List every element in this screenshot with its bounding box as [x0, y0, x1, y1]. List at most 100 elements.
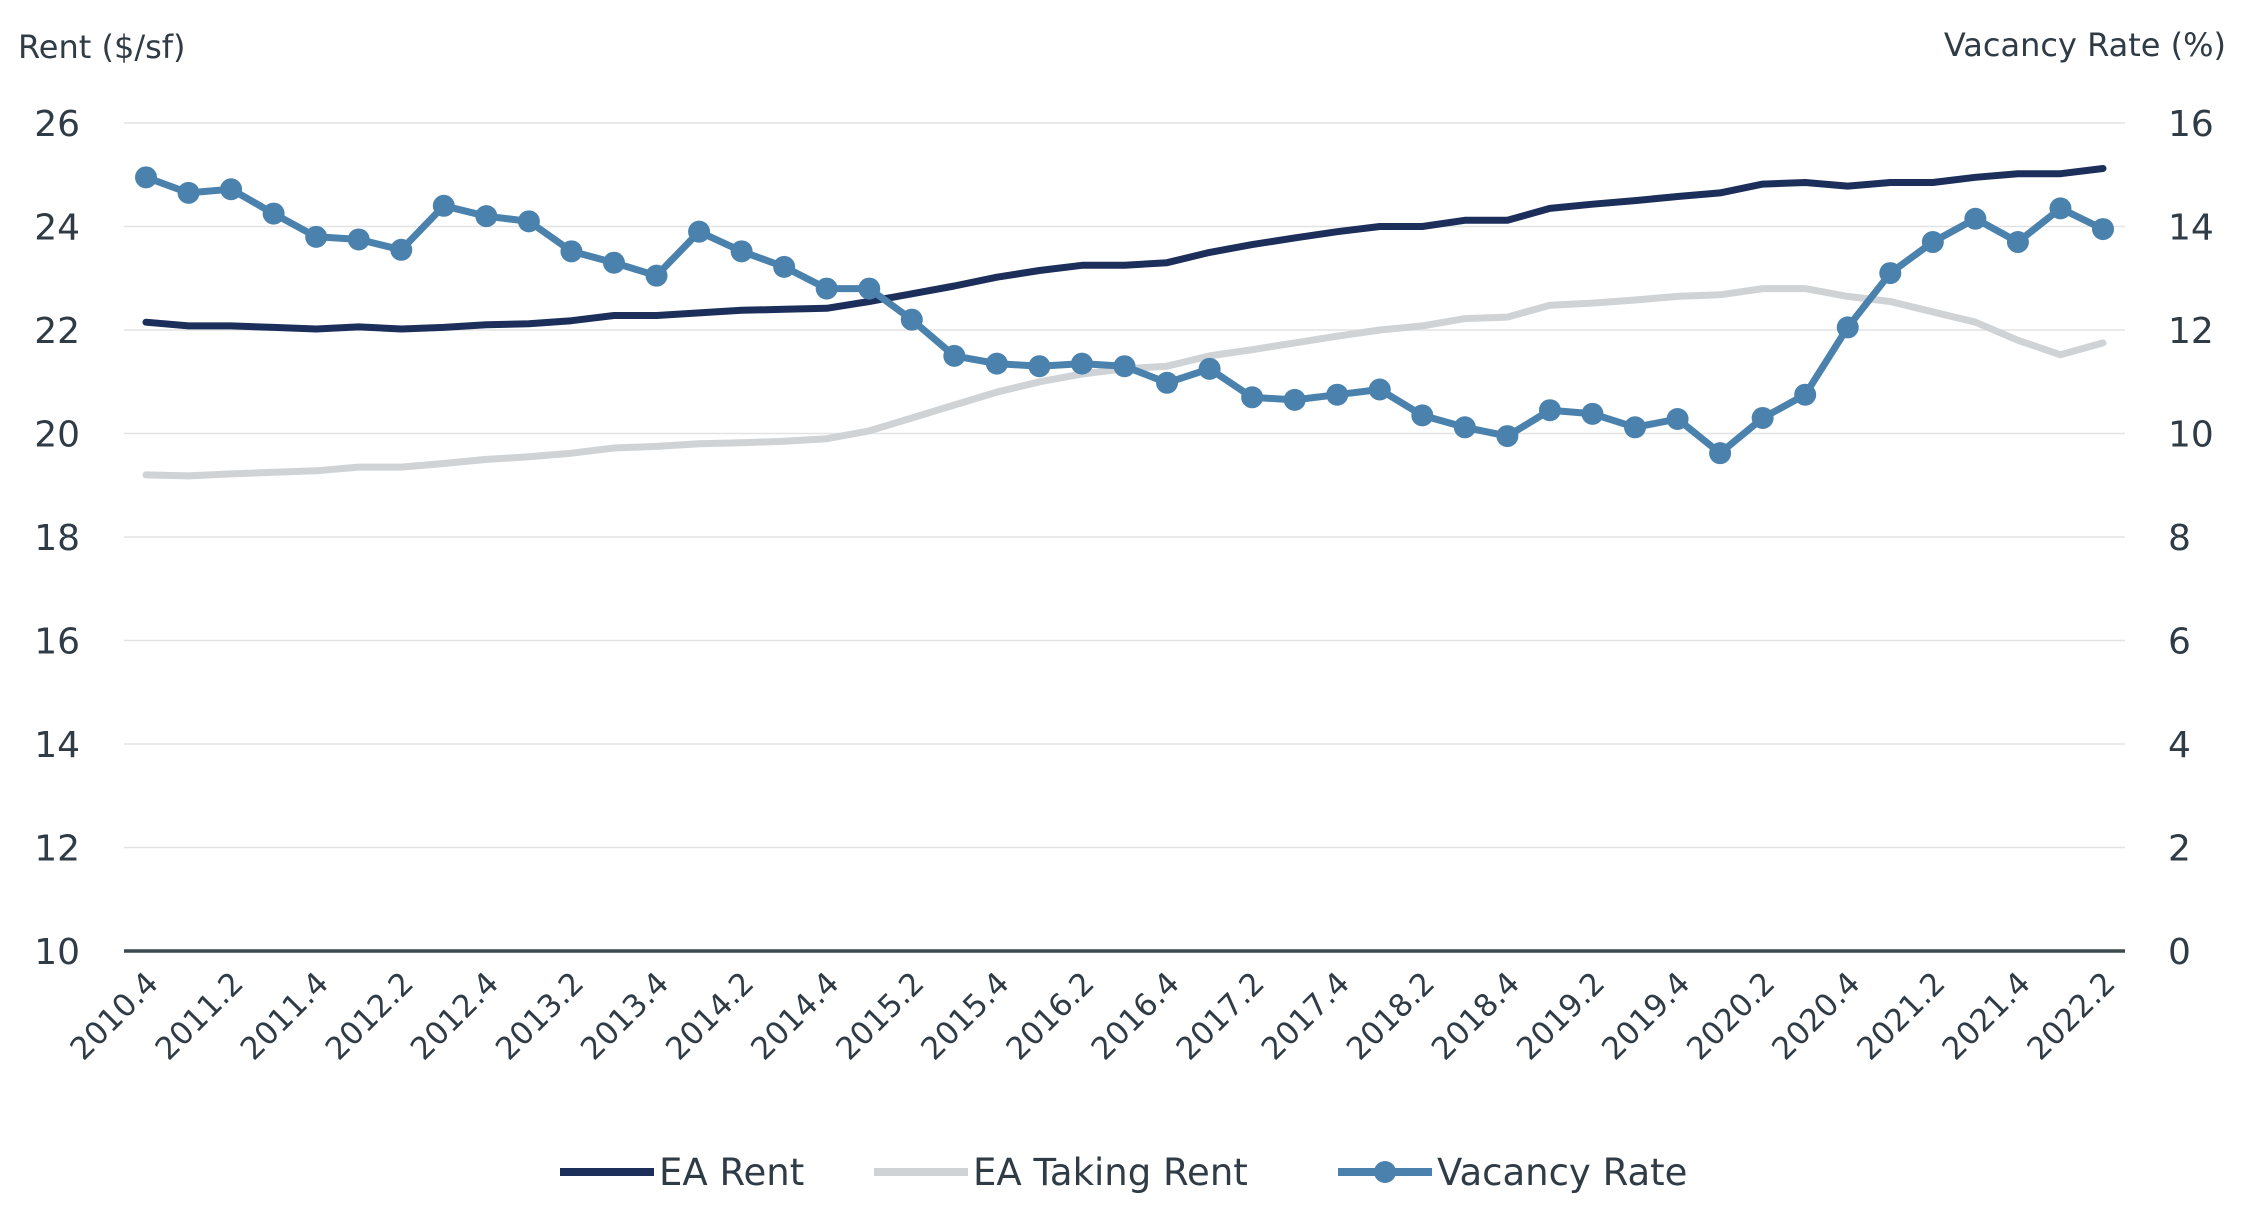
x-tick-label: 2021.4	[1935, 965, 2037, 1067]
data-point-vacancy-rate	[1326, 383, 1349, 406]
x-tick-label: 2015.2	[829, 965, 931, 1067]
legend: EA Rent EA Taking Rent Vacancy Rate	[560, 1151, 1687, 1194]
data-point-vacancy-rate	[645, 264, 668, 287]
data-point-vacancy-rate	[985, 352, 1008, 375]
data-point-vacancy-rate	[943, 344, 966, 367]
x-tick-label: 2016.4	[1085, 965, 1187, 1067]
data-point-vacancy-rate	[688, 220, 711, 243]
left-tick-label: 20	[34, 415, 80, 456]
x-tick-label: 2011.4	[234, 965, 336, 1067]
data-point-vacancy-rate	[262, 202, 285, 225]
data-point-vacancy-rate	[1964, 207, 1987, 230]
series-lines	[135, 165, 2114, 480]
gridlines	[124, 122, 2125, 849]
legend-label-ea-taking-rent: EA Taking Rent	[973, 1151, 1248, 1194]
x-tick-label: 2011.2	[149, 965, 251, 1067]
x-tick-label: 2022.2	[2020, 965, 2122, 1067]
left-tick-label: 14	[34, 725, 80, 766]
legend-label-vacancy-rate: Vacancy Rate	[1437, 1151, 1687, 1194]
right-tick-label: 2	[2168, 829, 2191, 870]
data-point-vacancy-rate	[305, 225, 328, 248]
data-point-vacancy-rate	[1198, 357, 1221, 380]
x-tick-label: 2018.2	[1340, 965, 1442, 1067]
x-tick-label: 2020.2	[1680, 965, 1782, 1067]
left-tick-label: 12	[34, 829, 80, 870]
data-point-vacancy-rate	[1453, 416, 1476, 439]
right-tick-label: 10	[2168, 415, 2214, 456]
legend-item-ea-taking-rent: EA Taking Rent	[874, 1151, 1248, 1194]
left-tick-label: 26	[34, 104, 80, 145]
data-point-vacancy-rate	[1241, 386, 1264, 409]
data-point-vacancy-rate	[1538, 399, 1561, 422]
data-point-vacancy-rate	[1496, 425, 1519, 448]
x-tick-label: 2021.2	[1850, 965, 1952, 1067]
right-axis-ticks: 0 2 4 6 8 10 12 14 16	[2168, 104, 2214, 973]
data-point-vacancy-rate	[1709, 442, 1732, 465]
data-point-vacancy-rate	[815, 277, 838, 300]
x-tick-label: 2014.4	[744, 965, 846, 1067]
left-tick-label: 10	[34, 932, 80, 973]
right-tick-label: 6	[2168, 622, 2191, 663]
data-point-vacancy-rate	[602, 251, 625, 274]
legend-label-ea-rent: EA Rent	[659, 1151, 804, 1194]
data-point-vacancy-rate	[135, 166, 157, 189]
data-point-vacancy-rate	[1921, 231, 1944, 254]
legend-marker-vacancy-rate	[1374, 1161, 1396, 1183]
x-axis-ticks: 2010.42011.22011.42012.22012.42013.22013…	[63, 965, 2122, 1067]
x-tick-label: 2017.2	[1170, 965, 1272, 1067]
right-tick-label: 14	[2168, 208, 2214, 249]
data-point-vacancy-rate	[1751, 406, 1774, 429]
data-point-vacancy-rate	[2006, 231, 2029, 254]
right-tick-label: 4	[2168, 725, 2191, 766]
right-tick-label: 0	[2168, 932, 2191, 973]
data-point-vacancy-rate	[1624, 416, 1647, 439]
legend-item-ea-rent: EA Rent	[560, 1151, 804, 1194]
left-tick-label: 18	[34, 518, 80, 559]
data-point-vacancy-rate	[1070, 352, 1093, 375]
data-point-vacancy-rate	[560, 240, 583, 263]
data-point-vacancy-rate	[220, 178, 243, 201]
data-point-vacancy-rate	[1368, 378, 1391, 401]
x-tick-label: 2018.4	[1425, 965, 1527, 1067]
data-point-vacancy-rate	[1411, 404, 1434, 427]
right-tick-label: 12	[2168, 311, 2214, 352]
data-point-vacancy-rate	[1794, 383, 1817, 406]
x-tick-label: 2010.4	[63, 965, 165, 1067]
left-tick-label: 24	[34, 208, 80, 249]
data-point-vacancy-rate	[1028, 355, 1051, 378]
left-tick-label: 22	[34, 311, 80, 352]
data-point-vacancy-rate	[858, 277, 881, 300]
data-point-vacancy-rate	[1666, 408, 1689, 431]
left-axis-ticks: 10 12 14 16 18 20 22 24 26	[34, 104, 80, 973]
left-axis-title: Rent ($/sf)	[18, 28, 186, 66]
data-point-vacancy-rate	[1156, 371, 1179, 394]
series-line-vacancy-rate	[142, 173, 2107, 457]
left-tick-label: 16	[34, 622, 80, 663]
data-point-vacancy-rate	[1836, 316, 1859, 339]
x-tick-label: 2014.2	[659, 965, 761, 1067]
data-point-vacancy-rate	[177, 181, 200, 204]
x-tick-label: 2013.4	[574, 965, 676, 1067]
x-tick-label: 2019.2	[1510, 965, 1612, 1067]
data-point-vacancy-rate	[1581, 402, 1604, 425]
data-point-vacancy-rate	[432, 194, 455, 217]
right-tick-label: 16	[2168, 104, 2214, 145]
x-tick-label: 2020.4	[1765, 965, 1867, 1067]
x-tick-label: 2019.4	[1595, 965, 1697, 1067]
data-point-vacancy-rate	[1879, 262, 1902, 285]
legend-item-vacancy-rate: Vacancy Rate	[1338, 1151, 1687, 1194]
x-tick-label: 2015.4	[914, 965, 1016, 1067]
right-tick-label: 8	[2168, 518, 2191, 559]
data-point-vacancy-rate	[390, 238, 413, 261]
right-axis-title: Vacancy Rate (%)	[1944, 26, 2226, 64]
data-point-vacancy-rate	[900, 308, 923, 331]
x-tick-label: 2013.2	[489, 965, 591, 1067]
data-point-vacancy-rate	[2092, 218, 2114, 241]
x-tick-label: 2017.4	[1255, 965, 1357, 1067]
data-point-vacancy-rate	[1283, 388, 1306, 411]
data-point-vacancy-rate	[517, 210, 540, 233]
series-line-ea-rent	[142, 165, 2107, 333]
data-point-vacancy-rate	[773, 255, 796, 278]
data-point-vacancy-rate	[2049, 197, 2072, 220]
